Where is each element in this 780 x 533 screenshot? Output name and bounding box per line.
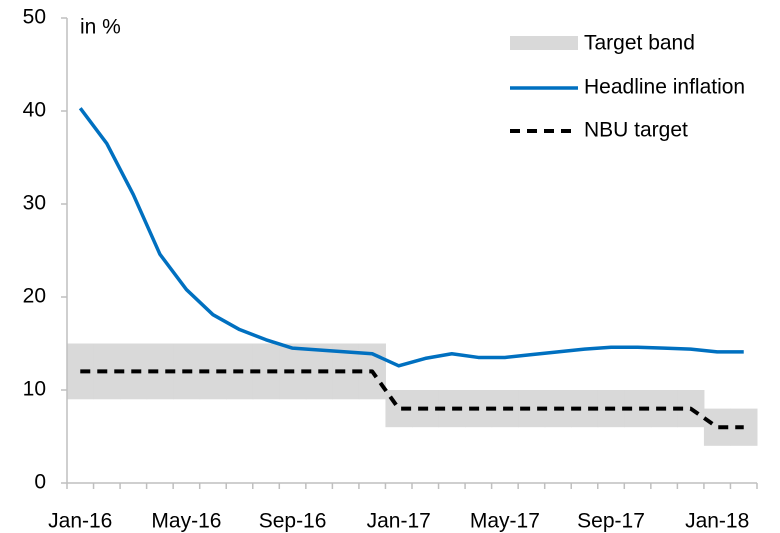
legend-label: Headline inflation <box>584 76 745 99</box>
series-line <box>80 369 744 430</box>
y-tick-label: 0 <box>34 471 46 494</box>
legend-label: NBU target <box>584 119 688 142</box>
y-tick-label: 50 <box>23 6 46 29</box>
legend-label: Target band <box>584 32 695 55</box>
target-band <box>730 408 758 446</box>
x-tick-label: May-16 <box>151 510 221 533</box>
x-tick-label: Sep-16 <box>259 510 327 533</box>
x-tick-label: Jan-18 <box>685 510 749 533</box>
x-tick-label: Jan-16 <box>48 510 112 533</box>
x-tick-label: Jan-17 <box>367 510 431 533</box>
y-tick-label: 40 <box>23 99 46 122</box>
x-tick-label: Sep-17 <box>577 510 645 533</box>
series-line <box>78 107 744 368</box>
y-tick-label: 10 <box>23 378 46 401</box>
y-tick-label: 20 <box>23 285 46 308</box>
legend-swatch <box>510 36 578 50</box>
unit-annotation: in % <box>80 16 121 39</box>
y-tick-label: 30 <box>23 192 46 215</box>
x-tick-label: May-17 <box>470 510 540 533</box>
